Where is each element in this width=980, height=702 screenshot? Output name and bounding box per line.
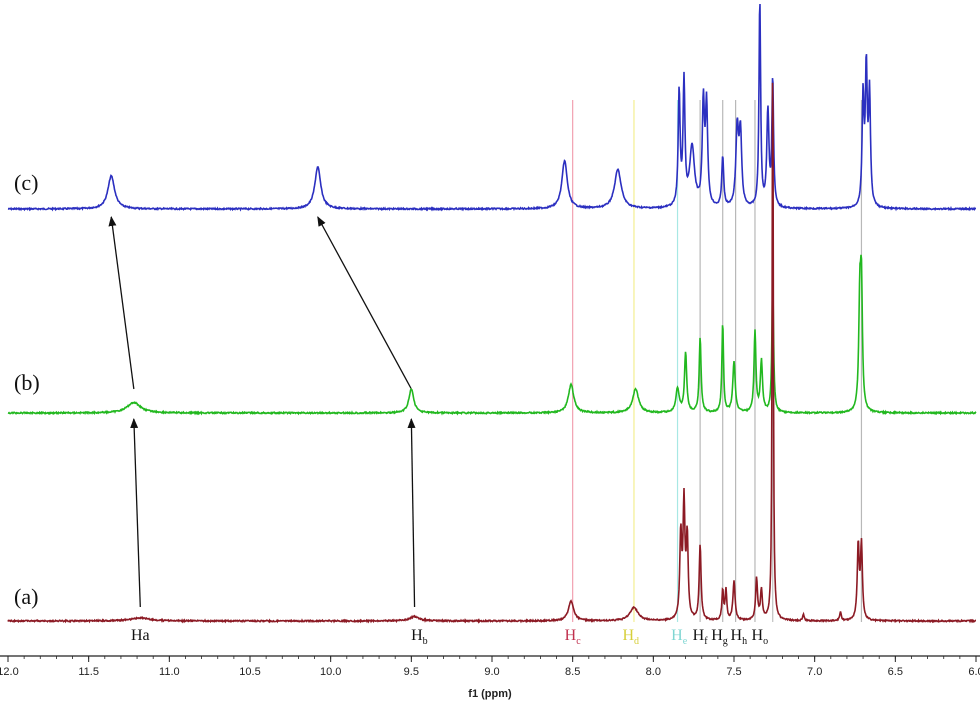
- x-tick-label: 9.5: [404, 666, 419, 678]
- peak-label: Ha: [131, 627, 150, 644]
- shift-arrow: [317, 216, 412, 390]
- trace-labels: (c) (b) (a): [14, 170, 40, 609]
- x-tick-label: 6.0: [968, 666, 980, 678]
- x-tick-label: 10.5: [239, 666, 260, 678]
- shift-arrow: [130, 418, 141, 608]
- peak-label: Hg: [711, 627, 728, 647]
- x-tick-label: 12.0: [0, 666, 19, 678]
- peak-label: Hf: [693, 627, 709, 647]
- trace-label: (b): [14, 370, 40, 395]
- peak-labels: Ha Hb Hc Hd He Hf Hg Hh Ho: [131, 627, 768, 647]
- peak-label: Hb: [411, 627, 428, 647]
- trace-label: (c): [14, 170, 38, 195]
- spectrum-trace: [7, 82, 977, 624]
- peak-label: Hd: [622, 627, 639, 647]
- trace-label: (a): [14, 584, 38, 609]
- peak-label: Hh: [731, 627, 748, 647]
- x-tick-label: 6.5: [888, 666, 903, 678]
- x-tick-label: 8.5: [565, 666, 580, 678]
- x-tick-label: 7.5: [726, 666, 741, 678]
- peak-label: Ho: [752, 627, 769, 647]
- spectrum-traces: [7, 3, 977, 624]
- x-tick-label: 7.0: [807, 666, 822, 678]
- x-tick-label: 11.5: [78, 666, 99, 678]
- spectrum-trace: [7, 254, 977, 416]
- peak-label: Hc: [565, 627, 582, 647]
- x-tick-label: 11.0: [159, 666, 180, 678]
- x-tick-label: 8.0: [646, 666, 661, 678]
- x-tick-label: 10.0: [320, 666, 341, 678]
- shift-arrow: [407, 418, 416, 608]
- spectrum-trace: [7, 3, 976, 212]
- x-axis: 12.0 11.5 11.0 10.5 10.0 9.5 9.0 8.5 8.0 7.5 7.0 6.…: [0, 655, 980, 678]
- shift-arrow: [108, 216, 135, 390]
- peak-guide-lines: [572, 100, 863, 622]
- x-axis-title: f1 (ppm): [468, 688, 512, 700]
- x-tick-label: 9.0: [484, 666, 499, 678]
- shift-arrows: [108, 216, 416, 608]
- peak-label: He: [671, 627, 688, 647]
